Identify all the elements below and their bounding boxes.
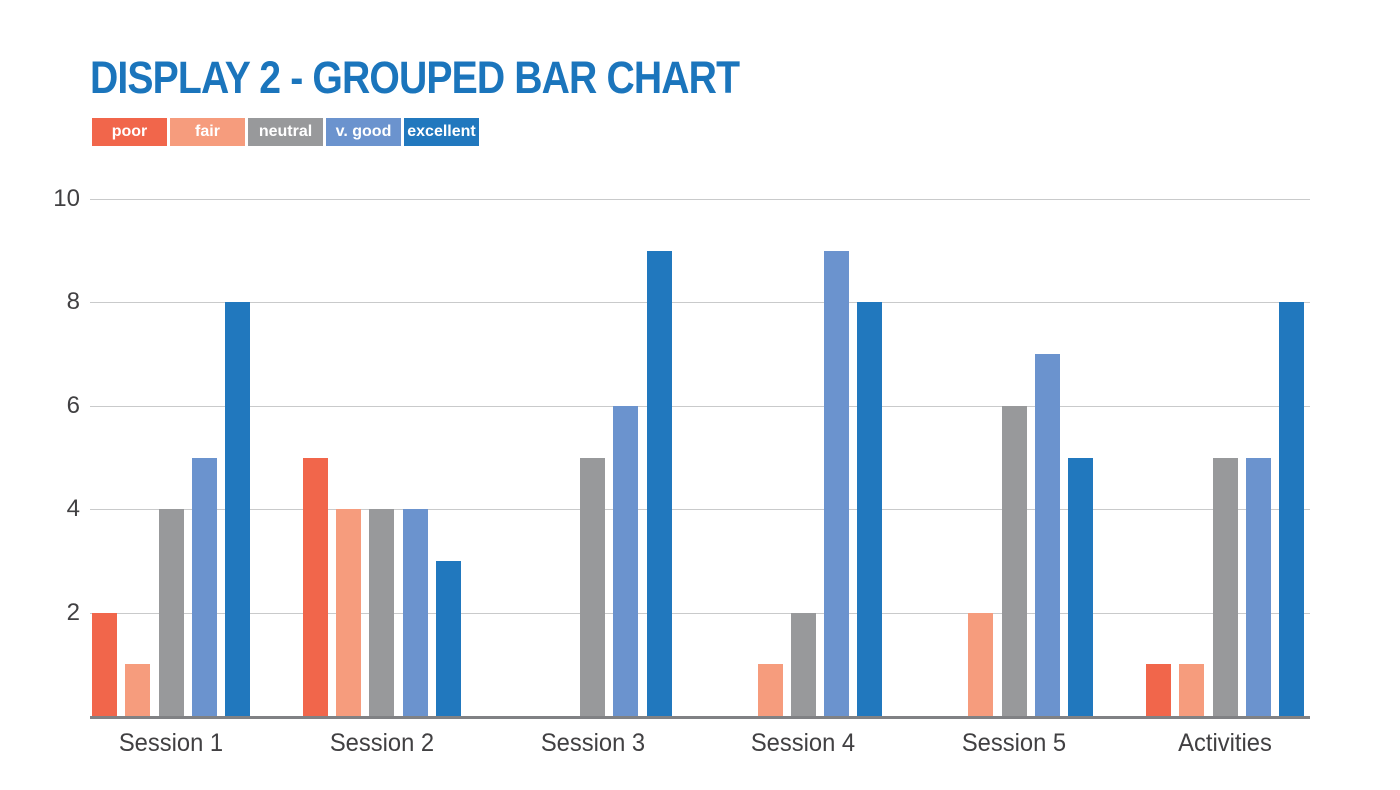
bar-neutral-session-1 [158,509,184,716]
bar-fair-session-1 [125,664,151,716]
chart-title: DISPLAY 2 - GROUPED BAR CHART [90,52,740,103]
bar-v-good-session-4 [824,250,850,716]
bar-poor-session-1 [92,612,117,716]
plot-area [90,199,1310,719]
bar-neutral-session-5 [1001,405,1027,716]
legend-item-v-good: v. good [326,118,401,146]
legend-item-fair: fair [170,118,245,146]
gridline-8 [90,302,1310,304]
bar-fair-activities [1179,664,1205,716]
y-tick-label-2: 2 [66,598,80,626]
bar-excellent-session-1 [225,302,250,716]
bar-excellent-session-3 [646,250,672,716]
bar-excellent-session-4 [857,302,883,716]
bar-neutral-activities [1212,457,1238,716]
x-label-session-5: Session 5 [962,729,1067,757]
bar-fair-session-4 [757,664,783,716]
legend-item-poor: poor [92,118,167,146]
bar-v-good-session-3 [613,405,639,716]
bar-poor-session-2 [302,457,328,716]
legend-item-neutral: neutral [248,118,323,146]
bar-fair-session-2 [336,509,362,716]
x-axis-line [90,716,1310,719]
gridline-10 [90,199,1310,200]
x-label-session-4: Session 4 [751,729,856,757]
bar-group-session-5 [935,354,1094,716]
gridline-2 [90,612,1310,614]
gridline-4 [90,509,1310,511]
bar-excellent-session-5 [1068,457,1094,716]
bar-v-good-activities [1245,457,1271,716]
bar-neutral-session-4 [790,612,816,716]
x-axis-category-labels: Session 1 Session 2 Session 3 Session 4 Sess… [90,729,1310,769]
bar-fair-session-5 [968,612,994,716]
bar-v-good-session-1 [191,457,217,716]
x-label-session-3: Session 3 [540,729,645,757]
legend-item-excellent: excellent [404,118,479,146]
bar-v-good-session-2 [402,509,428,716]
bar-v-good-session-5 [1034,354,1060,716]
y-axis-tick-labels: 2 4 6 8 10 [0,187,80,716]
bar-excellent-activities [1279,302,1304,716]
x-label-session-2: Session 2 [329,729,434,757]
bar-group-session-3 [514,250,672,716]
y-tick-label-4: 4 [66,495,80,523]
y-tick-label-10: 10 [53,185,80,212]
chart-legend: poor fair neutral v. good excellent [92,118,479,146]
bar-group-activities [1146,302,1304,716]
bar-poor-activities [1146,664,1171,716]
bar-neutral-session-2 [369,509,395,716]
y-tick-label-6: 6 [66,391,80,419]
bar-group-session-1 [92,302,250,716]
bar-neutral-session-3 [580,457,606,716]
gridline-6 [90,405,1310,407]
y-tick-label-8: 8 [66,288,80,316]
x-label-activities: Activities [1178,729,1272,757]
bar-group-session-4 [724,250,883,716]
bar-group-session-2 [302,457,461,716]
x-label-session-1: Session 1 [118,729,224,757]
bar-excellent-session-2 [435,560,461,716]
